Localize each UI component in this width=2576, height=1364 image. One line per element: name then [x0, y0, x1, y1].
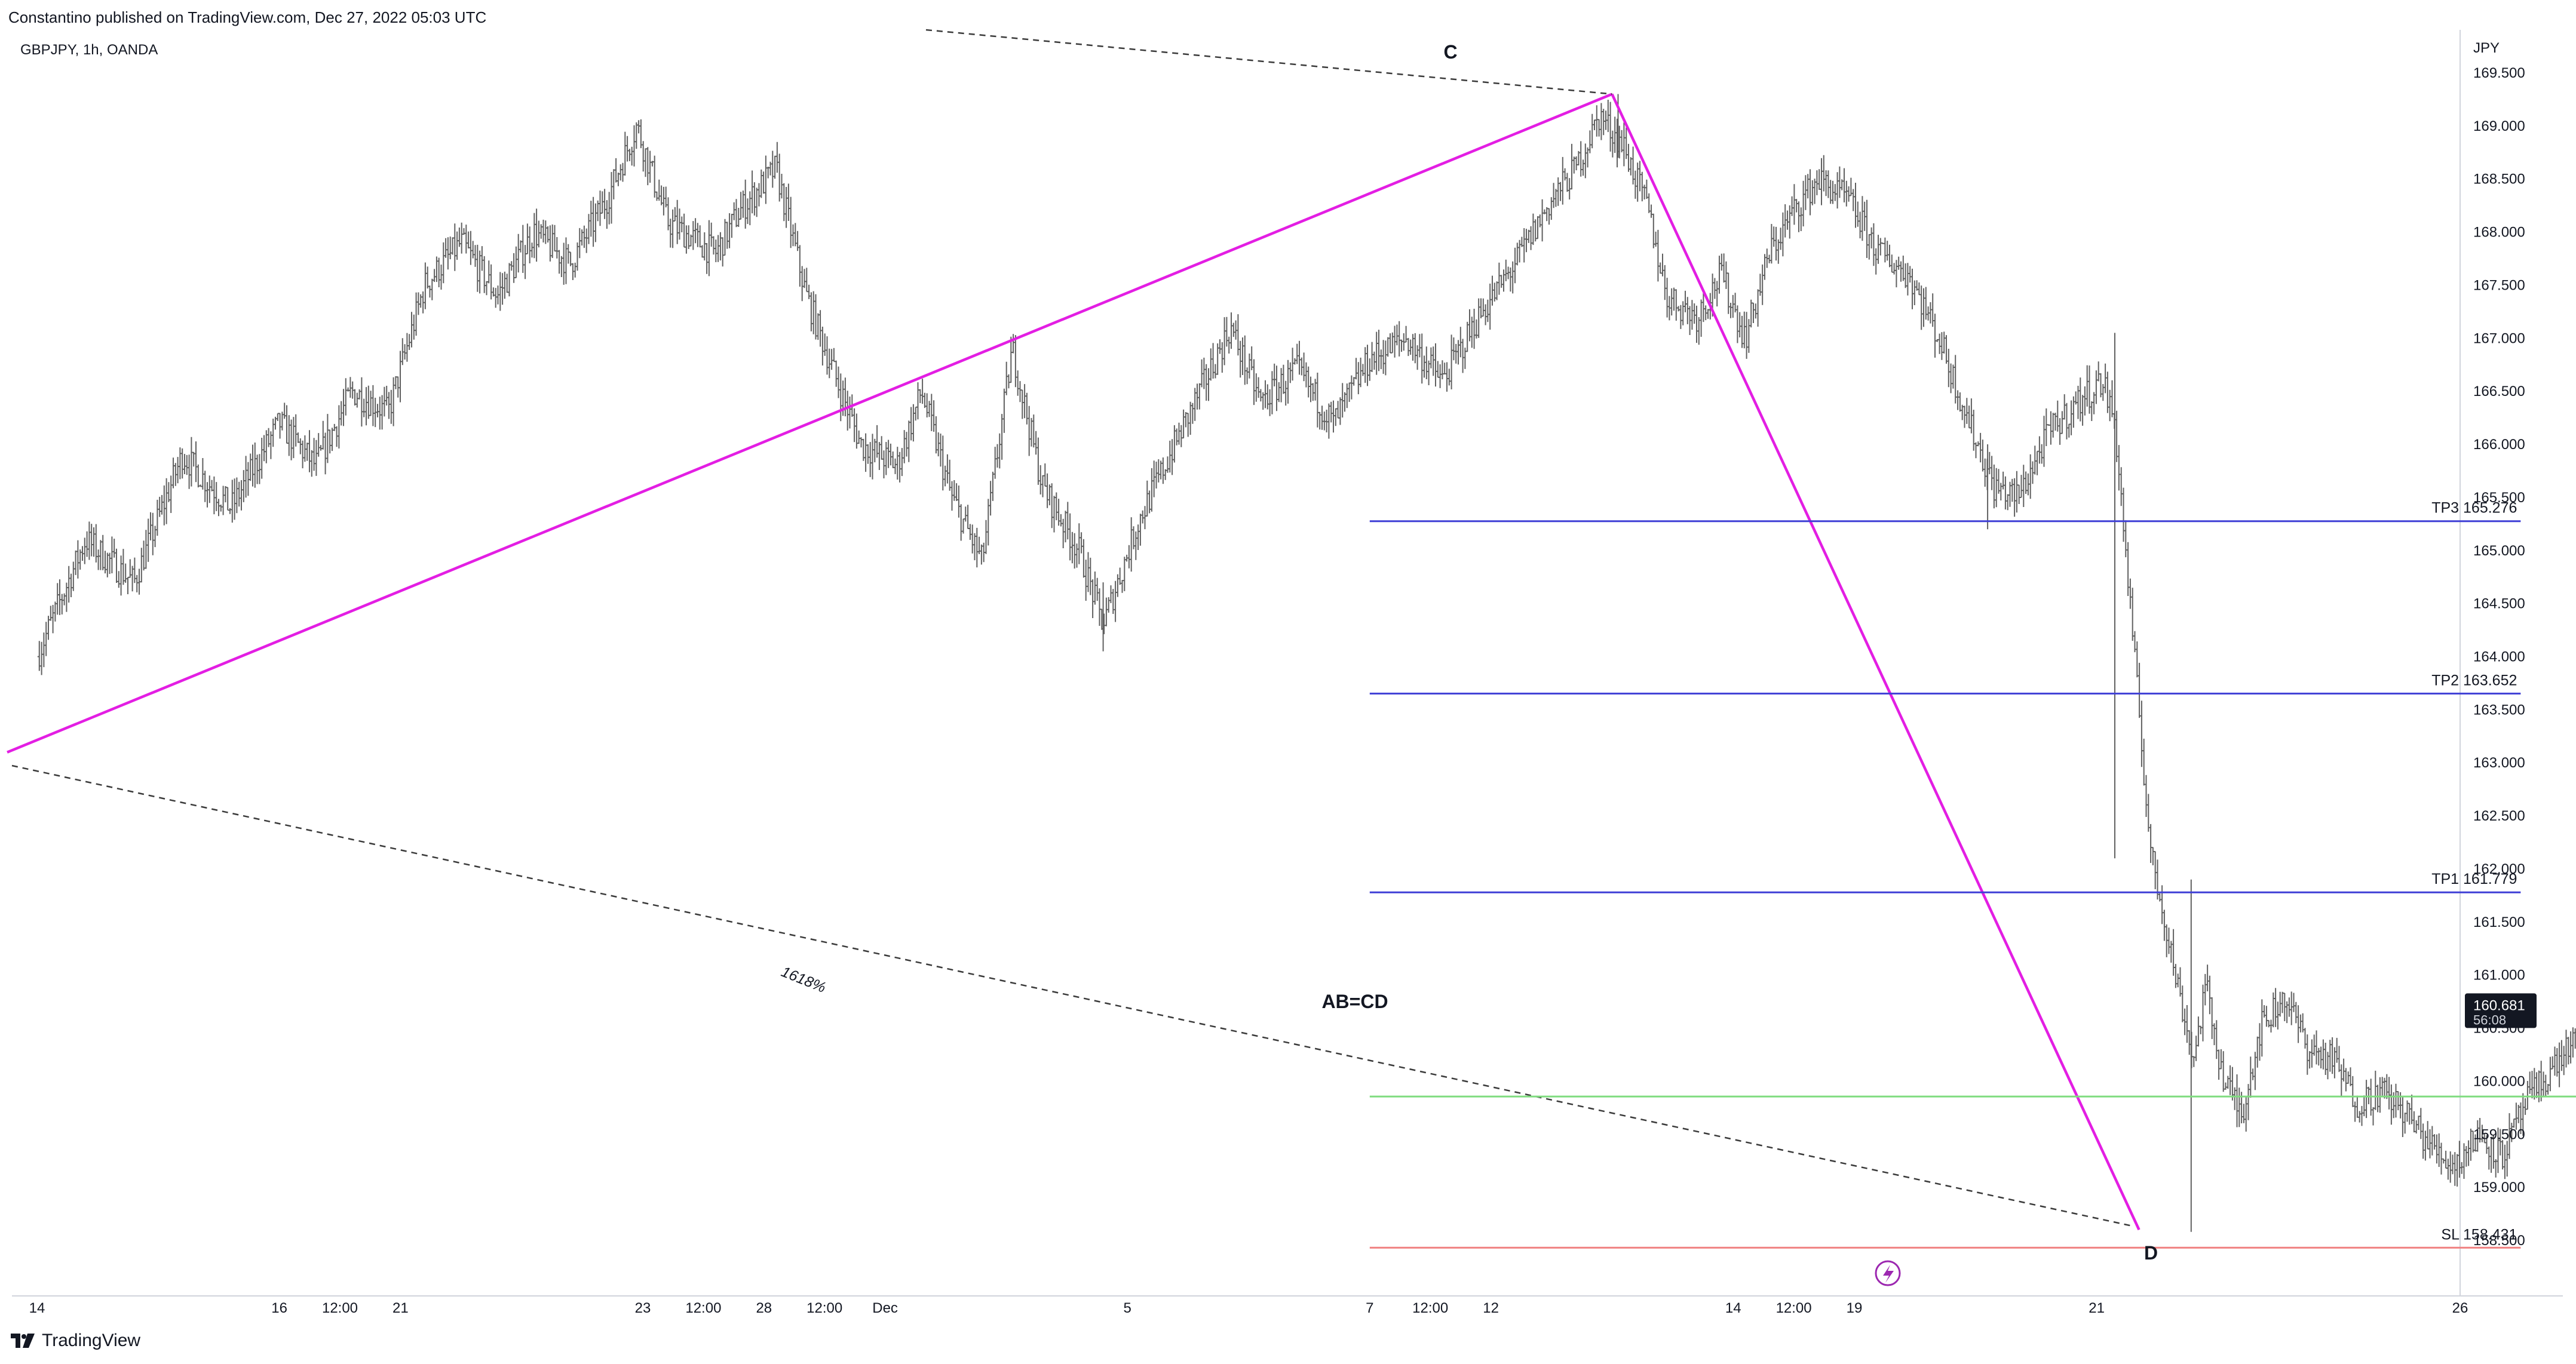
y-tick-label: 162.500 — [2473, 808, 2525, 824]
x-tick-label: 12:00 — [1776, 1300, 1812, 1316]
x-tick-label: Dec — [872, 1300, 898, 1316]
countdown-value: 56:08 — [2473, 1012, 2506, 1027]
ab-leg-line — [7, 93, 1613, 754]
level-label: TP2 163.652 — [2431, 672, 2517, 689]
lightning-icon-ring — [1875, 1260, 1901, 1286]
y-tick-label: 163.500 — [2473, 702, 2525, 718]
x-tick-label: 21 — [2089, 1300, 2105, 1316]
extension-label: 1618% — [779, 963, 829, 996]
publish-header: Constantino published on TradingView.com… — [8, 8, 487, 26]
cd-leg-line — [1611, 93, 2140, 1231]
x-tick-label: 23 — [635, 1300, 651, 1316]
lightning-icon-bolt — [1883, 1265, 1894, 1283]
pattern-label: AB=CD — [1321, 991, 1388, 1012]
last-price-value: 160.681 — [2473, 997, 2525, 1013]
y-tick-label: 163.000 — [2473, 755, 2525, 771]
tradingview-brand[interactable]: TradingView — [11, 1331, 140, 1351]
y-tick-label: 164.000 — [2473, 649, 2525, 665]
x-tick-label: 26 — [2452, 1300, 2468, 1316]
y-tick-label: 168.500 — [2473, 171, 2525, 188]
chart-labels: C D AB=CD 1618% — [779, 41, 2158, 1286]
x-tick-label: 28 — [756, 1300, 772, 1316]
x-tick-label: 12 — [1483, 1300, 1499, 1316]
level-label: SL 158.431 — [2441, 1226, 2517, 1243]
lightning-icon[interactable] — [1875, 1260, 1901, 1286]
x-tick-label: 7 — [1366, 1300, 1373, 1316]
y-tick-label: 169.000 — [2473, 118, 2525, 134]
y-tick-label: 164.500 — [2473, 596, 2525, 612]
upper-dashed-line — [925, 29, 1612, 95]
x-tick-label: 12:00 — [806, 1300, 842, 1316]
x-tick-label: 21 — [392, 1300, 409, 1316]
price-bars — [37, 94, 2576, 1232]
x-tick-label: 12:00 — [685, 1300, 721, 1316]
y-tick-label: 167.500 — [2473, 277, 2525, 293]
level-label: TP1 161.779 — [2431, 871, 2517, 887]
harmonic-pattern — [7, 29, 2140, 1231]
point-d-label: D — [2144, 1242, 2158, 1264]
y-tick-label: 166.500 — [2473, 383, 2525, 400]
point-c-label: C — [1443, 41, 1457, 63]
y-tick-label: 165.000 — [2473, 543, 2525, 559]
x-tick-label: 12:00 — [1412, 1300, 1448, 1316]
lower-dashed-line — [11, 764, 2133, 1227]
x-tick-label: 12:00 — [322, 1300, 358, 1316]
symbol-label[interactable]: GBPJPY, 1h, OANDA — [20, 42, 158, 58]
ohlc-bars — [37, 94, 2576, 1232]
x-tick-label: 14 — [29, 1300, 45, 1316]
x-tick-label: 14 — [1725, 1300, 1741, 1316]
y-tick-label: 161.500 — [2473, 914, 2525, 930]
brand-name: TradingView — [42, 1331, 141, 1350]
y-tick-label: 159.000 — [2473, 1179, 2525, 1196]
y-tick-label: 160.000 — [2473, 1073, 2525, 1089]
y-tick-label: 169.500 — [2473, 65, 2525, 81]
y-tick-label: 158.500 — [2473, 1233, 2525, 1249]
currency-label: JPY — [2473, 40, 2500, 56]
x-tick-label: 5 — [1124, 1300, 1131, 1316]
y-tick-label: 165.500 — [2473, 490, 2525, 506]
x-tick-label: 16 — [271, 1300, 287, 1316]
last-price-tag — [2465, 993, 2537, 1028]
y-tick-label: 159.500 — [2473, 1126, 2525, 1142]
chart-frame — [12, 30, 2563, 1297]
y-tick-label: 161.000 — [2473, 967, 2525, 984]
level-label: TP3 165.276 — [2431, 500, 2517, 517]
x-tick-label: 19 — [1847, 1300, 1863, 1316]
y-tick-label: 168.000 — [2473, 225, 2525, 241]
y-tick-label: 166.000 — [2473, 437, 2525, 453]
y-tick-label: 162.000 — [2473, 861, 2525, 877]
axes: 169.500 169.000 168.500 168.000 167.500 167.0… — [29, 40, 2537, 1316]
tradingview-logo-icon — [11, 1334, 35, 1348]
y-tick-label: 167.000 — [2473, 330, 2525, 346]
